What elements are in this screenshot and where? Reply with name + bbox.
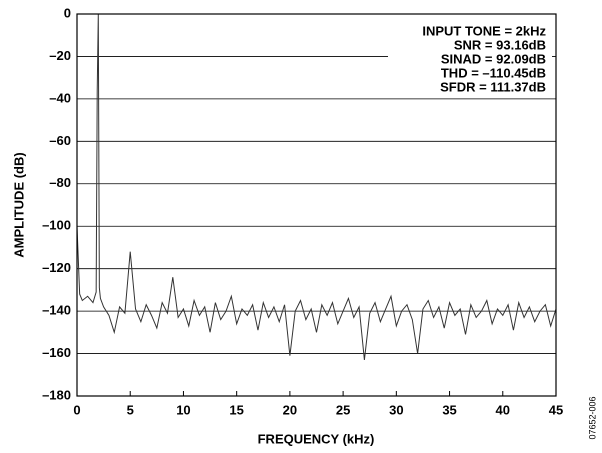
x-tick-label: 10 — [176, 402, 190, 417]
annotation: SFDR = 111.37dB — [440, 79, 546, 94]
x-tick-label: 35 — [442, 402, 456, 417]
plot-frame — [76, 13, 557, 397]
y-tick-label: –140 — [42, 303, 71, 318]
y-tick-label: –40 — [49, 90, 71, 105]
x-axis-title: FREQUENCY (kHz) — [258, 431, 375, 446]
annotation: SNR = 93.16dB — [454, 37, 546, 52]
x-tick-label: 5 — [127, 402, 134, 417]
y-tick-label: –60 — [49, 133, 71, 148]
y-axis-title: AMPLITUDE (dB) — [11, 152, 26, 257]
annotation: INPUT TONE = 2kHz — [422, 23, 546, 38]
x-tick-label: 45 — [549, 402, 563, 417]
annotation-background — [388, 22, 552, 98]
x-tick-label: 15 — [229, 402, 243, 417]
x-tick-label: 40 — [496, 402, 510, 417]
y-tick-label: 0 — [64, 5, 71, 20]
y-tick-label: –100 — [42, 218, 71, 233]
annotation: SINAD = 92.09dB — [441, 51, 546, 66]
y-tick-label: –80 — [49, 175, 71, 190]
y-tick-label: –180 — [42, 387, 71, 402]
y-tick-label: –160 — [42, 345, 71, 360]
spectrum-line — [76, 13, 557, 360]
figure-id: 07652-006 — [587, 396, 597, 439]
y-tick-label: –20 — [49, 48, 71, 63]
x-tick-label: 25 — [336, 402, 350, 417]
x-tick-label: 0 — [73, 402, 80, 417]
y-tick-label: –120 — [42, 260, 71, 275]
x-tick-label: 30 — [389, 402, 403, 417]
x-tick-label: 20 — [283, 402, 297, 417]
annotation: THD = –110.45dB — [441, 65, 546, 80]
